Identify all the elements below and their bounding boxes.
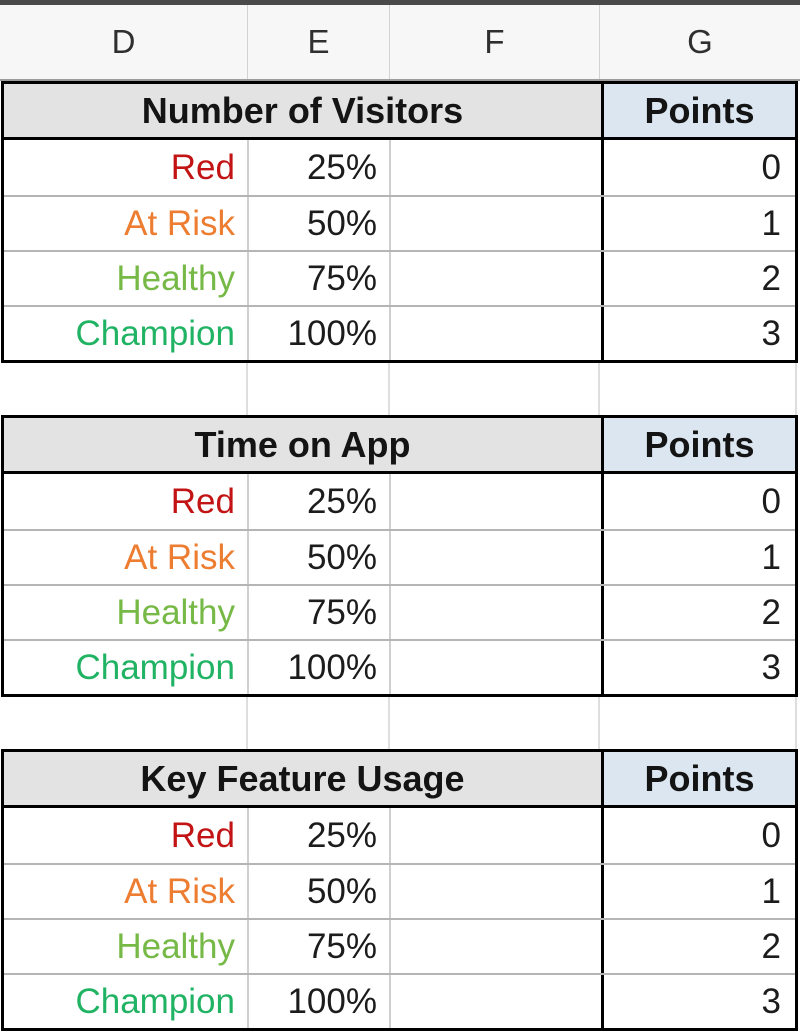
tier-label-cell[interactable]: Champion xyxy=(4,307,249,360)
empty-cell[interactable] xyxy=(391,531,601,584)
table-header-row: Time on App Points xyxy=(4,418,795,474)
threshold-cell[interactable]: 25% xyxy=(249,140,391,195)
threshold-cell[interactable]: 100% xyxy=(249,975,391,1028)
tier-label-cell[interactable]: Red xyxy=(4,808,249,863)
table-title[interactable]: Key Feature Usage xyxy=(4,752,601,805)
column-header-e[interactable]: E xyxy=(248,5,390,79)
table-row: Red 25% 0 xyxy=(4,808,795,863)
points-cell[interactable]: 0 xyxy=(601,474,795,529)
points-cell[interactable]: 3 xyxy=(601,641,795,694)
table-row: Red 25% 0 xyxy=(4,474,795,529)
column-header-d[interactable]: D xyxy=(0,5,248,79)
points-header[interactable]: Points xyxy=(601,752,795,805)
threshold-cell[interactable]: 25% xyxy=(249,808,391,863)
empty-grid-row[interactable] xyxy=(0,363,800,415)
empty-cell[interactable] xyxy=(391,920,601,973)
empty-cell[interactable] xyxy=(391,808,601,863)
tier-label-cell[interactable]: Red xyxy=(4,474,249,529)
empty-grid-row[interactable] xyxy=(0,697,800,749)
empty-cell[interactable] xyxy=(391,307,601,360)
points-cell[interactable]: 2 xyxy=(601,586,795,639)
threshold-cell[interactable]: 50% xyxy=(249,865,391,918)
table-title[interactable]: Number of Visitors xyxy=(4,84,601,137)
empty-cell[interactable] xyxy=(391,975,601,1028)
points-header[interactable]: Points xyxy=(601,84,795,137)
toolbar-divider xyxy=(0,0,800,5)
table-time-on-app: Time on App Points Red 25% 0 At Risk 50%… xyxy=(1,415,798,697)
table-row: Champion 100% 3 xyxy=(4,639,795,694)
points-cell[interactable]: 1 xyxy=(601,197,795,250)
points-cell[interactable]: 3 xyxy=(601,307,795,360)
points-cell[interactable]: 3 xyxy=(601,975,795,1028)
table-key-feature-usage: Key Feature Usage Points Red 25% 0 At Ri… xyxy=(1,749,798,1031)
threshold-cell[interactable]: 75% xyxy=(249,920,391,973)
table-header-row: Key Feature Usage Points xyxy=(4,752,795,808)
tier-label-cell[interactable]: Healthy xyxy=(4,586,249,639)
table-row: Red 25% 0 xyxy=(4,140,795,195)
threshold-cell[interactable]: 100% xyxy=(249,307,391,360)
empty-cell[interactable] xyxy=(600,697,797,749)
tier-label-cell[interactable]: Red xyxy=(4,140,249,195)
empty-cell[interactable] xyxy=(391,474,601,529)
tier-label-cell[interactable]: At Risk xyxy=(4,865,249,918)
empty-cell[interactable] xyxy=(391,252,601,305)
table-row: Champion 100% 3 xyxy=(4,973,795,1028)
tier-label-cell[interactable]: Champion xyxy=(4,975,249,1028)
table-row: Healthy 75% 2 xyxy=(4,918,795,973)
empty-cell[interactable] xyxy=(248,363,390,415)
empty-cell[interactable] xyxy=(0,363,248,415)
points-cell[interactable]: 2 xyxy=(601,920,795,973)
tier-label-cell[interactable]: Healthy xyxy=(4,920,249,973)
table-row: At Risk 50% 1 xyxy=(4,529,795,584)
tier-label-cell[interactable]: Champion xyxy=(4,641,249,694)
column-header-row: D E F G xyxy=(0,5,800,81)
points-cell[interactable]: 0 xyxy=(601,140,795,195)
table-row: Healthy 75% 2 xyxy=(4,584,795,639)
column-header-g[interactable]: G xyxy=(687,23,713,60)
empty-cell[interactable] xyxy=(391,140,601,195)
column-header-f[interactable]: F xyxy=(390,5,600,79)
table-row: Champion 100% 3 xyxy=(4,305,795,360)
empty-cell[interactable] xyxy=(391,586,601,639)
empty-cell[interactable] xyxy=(390,363,600,415)
threshold-cell[interactable]: 50% xyxy=(249,197,391,250)
points-cell[interactable]: 1 xyxy=(601,531,795,584)
points-cell[interactable]: 0 xyxy=(601,808,795,863)
tier-label-cell[interactable]: Healthy xyxy=(4,252,249,305)
points-header[interactable]: Points xyxy=(601,418,795,471)
empty-cell[interactable] xyxy=(0,697,248,749)
threshold-cell[interactable]: 100% xyxy=(249,641,391,694)
table-number-of-visitors: Number of Visitors Points Red 25% 0 At R… xyxy=(1,81,798,363)
empty-cell[interactable] xyxy=(600,363,797,415)
table-row: Healthy 75% 2 xyxy=(4,250,795,305)
table-title[interactable]: Time on App xyxy=(4,418,601,471)
empty-cell[interactable] xyxy=(248,697,390,749)
empty-cell[interactable] xyxy=(391,865,601,918)
threshold-cell[interactable]: 25% xyxy=(249,474,391,529)
points-cell[interactable]: 1 xyxy=(601,865,795,918)
threshold-cell[interactable]: 75% xyxy=(249,586,391,639)
empty-cell[interactable] xyxy=(391,641,601,694)
empty-cell[interactable] xyxy=(390,697,600,749)
tier-label-cell[interactable]: At Risk xyxy=(4,531,249,584)
threshold-cell[interactable]: 50% xyxy=(249,531,391,584)
tier-label-cell[interactable]: At Risk xyxy=(4,197,249,250)
table-header-row: Number of Visitors Points xyxy=(4,84,795,140)
table-row: At Risk 50% 1 xyxy=(4,195,795,250)
empty-cell[interactable] xyxy=(391,197,601,250)
table-row: At Risk 50% 1 xyxy=(4,863,795,918)
points-cell[interactable]: 2 xyxy=(601,252,795,305)
threshold-cell[interactable]: 75% xyxy=(249,252,391,305)
